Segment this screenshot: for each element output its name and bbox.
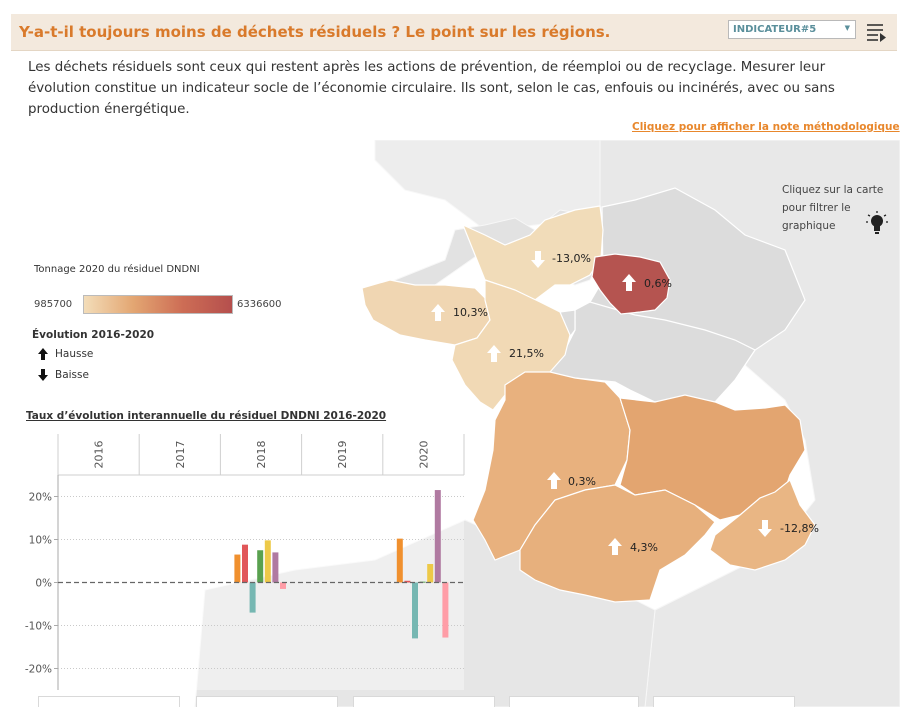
chart-bar <box>442 582 449 638</box>
chart-bar <box>257 550 264 583</box>
arrow-up-icon <box>547 472 561 489</box>
chart-y-tick-label: -10% <box>25 621 52 633</box>
region-label-normandie: -13,0% <box>552 252 591 265</box>
legend-up-label: Hausse <box>55 348 94 360</box>
methodology-link[interactable]: Cliquez pour afficher la note méthodolog… <box>632 121 900 133</box>
description-text: Les déchets résiduels sont ceux qui rest… <box>28 60 835 117</box>
regions-map <box>194 140 900 707</box>
arrow-up-icon <box>38 348 48 360</box>
lightbulb-icon <box>866 211 888 234</box>
chart-bar <box>272 552 279 583</box>
chevron-down-icon: ▼ <box>844 24 850 32</box>
legend-color-scale <box>83 295 233 314</box>
chart-y-tick-label: 0% <box>35 578 52 590</box>
region-label-bretagne: 10,3% <box>453 306 488 319</box>
region-label-nouvelle-aquitaine: 0,3% <box>568 475 596 488</box>
chart-category-label: 2019 <box>336 441 349 469</box>
legend-min-value: 985700 <box>34 299 73 310</box>
region-label-pays-de-la-loire: 21,5% <box>509 347 544 360</box>
chart-y-tick-label: 10% <box>29 535 52 547</box>
legend-title: Tonnage 2020 du résiduel DNDNI <box>34 264 200 275</box>
chart-title: Taux d’évolution interannuelle du résidu… <box>26 410 387 422</box>
bottom-panel-2 <box>196 696 338 707</box>
chart-bar <box>234 554 241 583</box>
legend-evolution-title: Évolution 2016-2020 <box>32 329 155 341</box>
legend-max-value: 6336600 <box>237 299 282 310</box>
chart-bar <box>242 544 248 583</box>
legend-down-label: Baisse <box>55 369 89 381</box>
chart-panel: 2016 2017 2018 2019 2020 20% 10% 0% -10% -20% <box>18 434 465 690</box>
arrow-up-icon <box>622 274 636 291</box>
chart-bar <box>280 582 286 589</box>
map-filter-hint: Cliquez sur la carte pour filtrer le gra… <box>782 184 884 232</box>
bar-chart: 2016 2017 2018 2019 2020 20% 10% 0% -10% -20% <box>25 434 465 690</box>
arrow-up-icon <box>487 345 501 362</box>
chart-bar <box>396 538 403 583</box>
bottom-panel-5 <box>653 696 795 707</box>
region-label-paca: -12,8% <box>780 522 819 535</box>
chart-bar <box>427 564 434 583</box>
chart-y-tick-label: 20% <box>29 492 52 504</box>
legend-up-row: Hausse <box>38 348 93 360</box>
chart-bar <box>412 582 418 639</box>
arrow-down-icon <box>758 520 772 537</box>
legend-down-row: Baisse <box>38 369 89 381</box>
chart-category-label: 2020 <box>417 441 430 469</box>
chart-category-label: 2016 <box>93 441 106 469</box>
chart-y-tick-label: -20% <box>25 664 52 676</box>
chart-bar <box>404 580 411 583</box>
arrow-down-icon <box>38 369 48 381</box>
indicator-select[interactable]: INDICATEUR#5 ▼ <box>728 20 856 39</box>
page-title: Y-a-t-il toujours moins de déchets résid… <box>19 23 611 41</box>
region-label-ile-de-france: 0,6% <box>644 277 672 290</box>
header-bar: Y-a-t-il toujours moins de déchets résid… <box>11 14 897 51</box>
bottom-panel-1 <box>38 696 180 707</box>
indicator-select-value: INDICATEUR#5 <box>733 24 817 35</box>
bottom-panel-4 <box>509 696 639 707</box>
chart-category-label: 2018 <box>255 441 268 469</box>
chart-category-label: 2017 <box>174 441 187 469</box>
bottom-panel-3 <box>353 696 495 707</box>
arrow-down-icon <box>531 251 545 268</box>
chart-bar <box>249 582 256 613</box>
menu-icon[interactable] <box>865 21 887 43</box>
chart-bar <box>434 490 441 583</box>
region-label-occitanie: 4,3% <box>630 541 658 554</box>
arrow-up-icon <box>608 538 622 555</box>
chart-bar <box>264 540 271 583</box>
arrow-up-icon <box>431 304 445 321</box>
